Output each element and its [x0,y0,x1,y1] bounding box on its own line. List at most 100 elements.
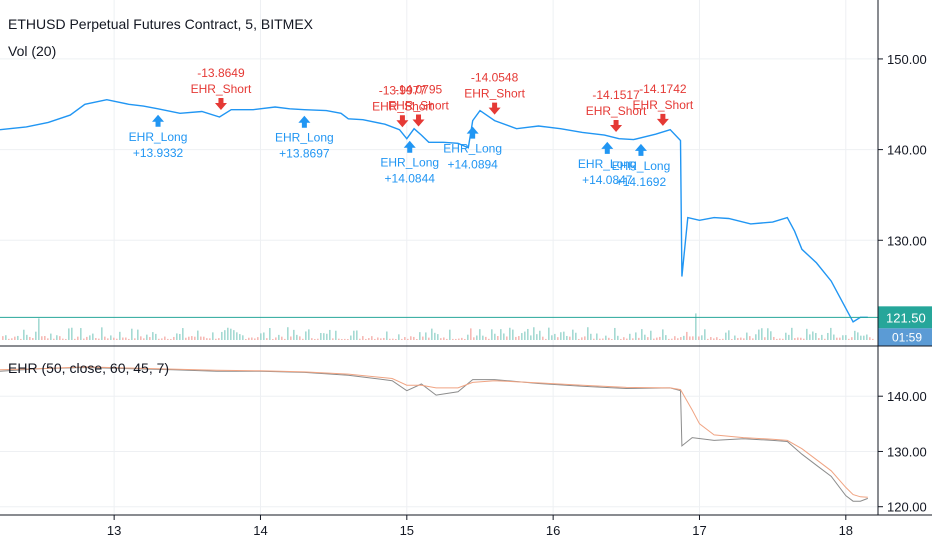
volume-bar [98,338,100,340]
volume-bar [194,336,196,340]
volume-bar [500,329,502,340]
ehr-indicator-label[interactable]: EHR (50, close, 60, 45, 7) [8,360,169,376]
ehr-series [0,366,868,502]
volume-bar [218,338,220,340]
volume-bar [497,336,499,340]
volume-bar [479,329,481,340]
volume-bar [215,338,217,340]
volume-bar [311,338,313,340]
volume-bar [236,332,238,340]
volume-bar [278,334,280,340]
volume-bar [47,338,49,340]
volume-bar [863,335,865,340]
volume-bar [380,338,382,340]
volume-bar [305,331,307,340]
volume-bar [227,327,229,340]
volume-bar [494,333,496,340]
long-signal-label: EHR_Long [275,131,334,145]
volume-bar [131,328,133,340]
volume-bar [125,337,127,340]
volume-bar [299,336,301,340]
volume-bar [761,328,763,340]
volume-bar [635,332,637,340]
volume-bar [176,333,178,340]
volume-bar [509,327,511,340]
volume-bar [545,338,547,340]
volume-bar [383,337,385,340]
volume-bar [128,338,130,340]
volume-bar [632,338,634,340]
volume-bar [302,338,304,340]
volume-bar [530,335,532,340]
volume-bar [44,336,46,340]
volume-bar [2,336,4,340]
volume-bar [413,336,415,340]
volume-bar [431,328,433,340]
volume-bar [329,329,331,340]
volume-bar [41,336,43,340]
long-signal-value: +13.9332 [133,146,184,160]
volume-bar [794,338,796,340]
long-signal-arrow [403,140,416,153]
volume-bar [731,338,733,340]
volume-bar [224,330,226,340]
volume-bar [377,337,379,340]
volume-bar [515,336,517,340]
volume-bar [845,335,847,340]
volume-bar [839,337,841,340]
volume-bar [758,329,760,340]
volume-indicator-label[interactable]: Vol (20) [8,43,56,59]
volume-bar [347,338,349,340]
volume-bar [389,338,391,340]
volume-bar [443,337,445,340]
volume-bar [257,337,259,340]
long-signal-value: +13.8697 [279,147,330,161]
volume-bar [293,329,295,340]
short-signal-arrow [412,114,425,127]
volume-bar [449,329,451,340]
volume-bar [752,338,754,340]
volume-bar [110,335,112,340]
volume-bar [551,335,553,340]
volume-bar [77,336,79,340]
long-signal-label: EHR_Long [578,157,637,171]
volume-bar [185,337,187,340]
volume-bar [602,338,604,340]
volume-bar [452,338,454,340]
volume-bar [68,328,70,340]
volume-bar [704,329,706,340]
volume-bar [242,335,244,340]
volume-bar [410,336,412,340]
volume-bar [605,335,607,340]
volume-bar [542,336,544,340]
volume-bar [860,335,862,340]
volume-bar [401,338,403,340]
volume-bar [806,328,808,340]
volume-bar [362,336,364,340]
short-signal-arrow [488,102,501,115]
x-tick-label: 13 [107,523,121,538]
volume-bar [587,327,589,340]
volume-bar [92,333,94,340]
volume-bar [554,333,556,340]
volume-bar [686,331,688,340]
countdown-badge [878,328,932,347]
short-signal-label: EHR_Short [464,87,525,101]
volume-bar [854,330,856,340]
volume-bar [8,338,10,340]
volume-bar [263,332,265,340]
volume-bar [476,335,478,340]
x-tick-label: 18 [839,523,853,538]
volume-bar [398,334,400,340]
volume-bar [506,336,508,340]
volume-bar [470,328,472,340]
volume-bar [80,328,82,340]
volume-bar [26,334,28,340]
volume-bar [770,331,772,340]
volume-bar [596,333,598,340]
volume-bar [848,338,850,340]
volume-bar [206,338,208,340]
volume-bar [764,337,766,340]
long-signal-value: +14.0847 [582,173,633,187]
